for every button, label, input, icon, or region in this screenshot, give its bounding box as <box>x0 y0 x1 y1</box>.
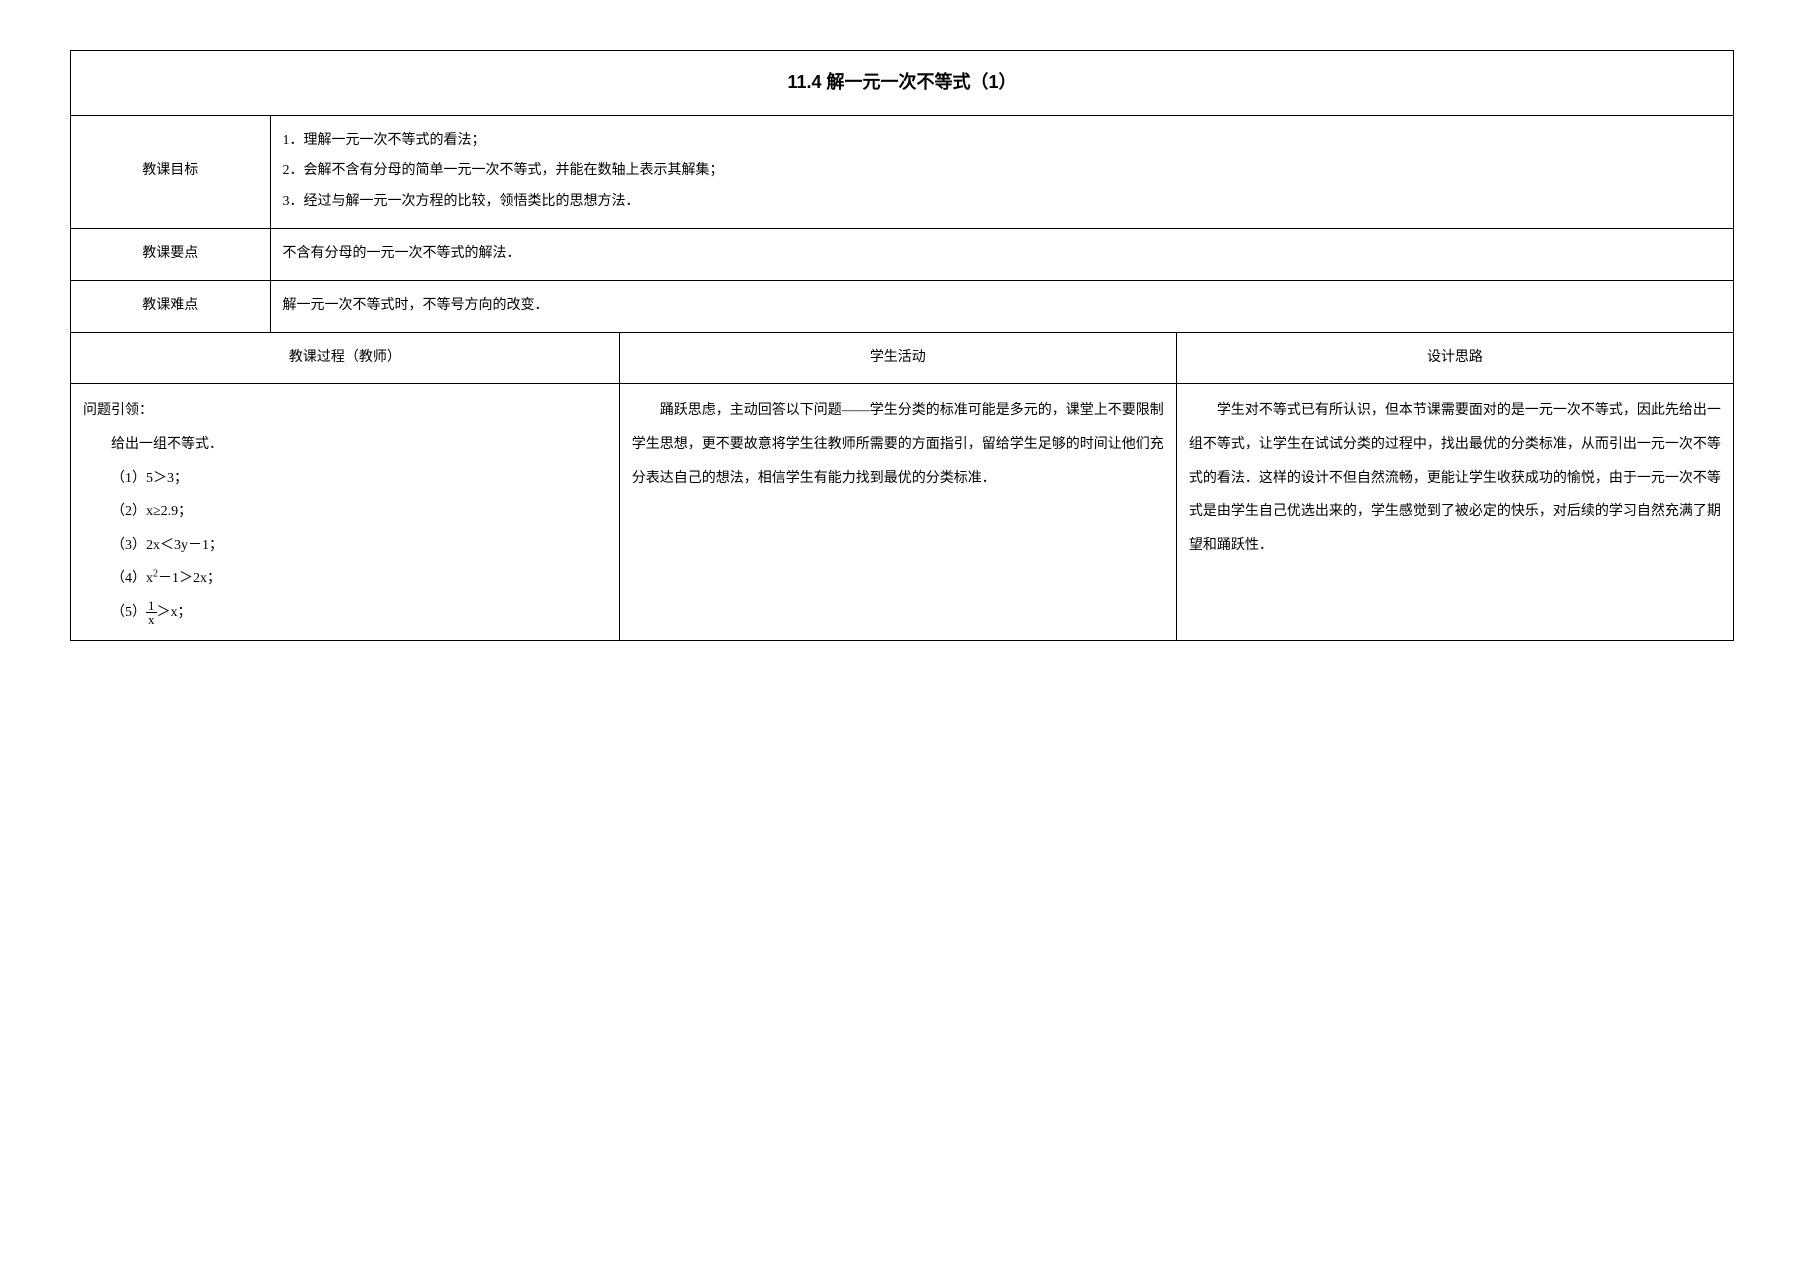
keypoint-content: 不含有分母的一元一次不等式的解法． <box>270 228 1733 280</box>
frac-den: x <box>146 613 157 626</box>
item4-suffix: －1＞2x； <box>158 571 221 586</box>
design-text: 学生对不等式已有所认识，但本节课需要面对的是一元一次不等式，因此先给出一组不等式… <box>1189 394 1721 562</box>
teacher-item-5: （5）1x＞x； <box>83 596 607 630</box>
goal-line-2: 2．会解不含有分母的简单一元一次不等式，并能在数轴上表示其解集； <box>283 156 1721 187</box>
item5-suffix: ＞x； <box>157 605 192 620</box>
student-text: 踊跃思虑，主动回答以下问题——学生分类的标准可能是多元的，课堂上不要限制学生思想… <box>632 394 1164 495</box>
design-cell: 学生对不等式已有所认识，但本节课需要面对的是一元一次不等式，因此先给出一组不等式… <box>1176 384 1733 640</box>
goal-label: 教课目标 <box>71 115 271 228</box>
goal-row: 教课目标 1．理解一元一次不等式的看法； 2．会解不含有分母的简单一元一次不等式… <box>71 115 1734 228</box>
fraction-icon: 1x <box>146 599 157 626</box>
teacher-cell: 问题引领： 给出一组不等式． （1）5＞3； （2）x≥2.9； （3）2x＜3… <box>71 384 620 640</box>
header-student: 学生活动 <box>619 332 1176 384</box>
goal-content: 1．理解一元一次不等式的看法； 2．会解不含有分母的简单一元一次不等式，并能在数… <box>270 115 1733 228</box>
teacher-item-4: （4）x2－1＞2x； <box>83 562 607 596</box>
item4-prefix: （4）x <box>111 571 153 586</box>
body-row: 问题引领： 给出一组不等式． （1）5＞3； （2）x≥2.9； （3）2x＜3… <box>71 384 1734 640</box>
column-header-row: 教课过程（教师） 学生活动 设计思路 <box>71 332 1734 384</box>
keypoint-row: 教课要点 不含有分母的一元一次不等式的解法． <box>71 228 1734 280</box>
difficulty-content: 解一元一次不等式时，不等号方向的改变． <box>270 280 1733 332</box>
difficulty-row: 教课难点 解一元一次不等式时，不等号方向的改变． <box>71 280 1734 332</box>
frac-num: 1 <box>146 599 157 613</box>
lesson-plan-table: 11.4 解一元一次不等式（1） 教课目标 1．理解一元一次不等式的看法； 2．… <box>70 50 1734 641</box>
header-teacher: 教课过程（教师） <box>71 332 620 384</box>
goal-line-1: 1．理解一元一次不等式的看法； <box>283 126 1721 157</box>
student-cell: 踊跃思虑，主动回答以下问题——学生分类的标准可能是多元的，课堂上不要限制学生思想… <box>619 384 1176 640</box>
keypoint-label: 教课要点 <box>71 228 271 280</box>
teacher-item-2: （2）x≥2.9； <box>83 495 607 529</box>
item5-prefix: （5） <box>111 605 146 620</box>
difficulty-label: 教课难点 <box>71 280 271 332</box>
title-row: 11.4 解一元一次不等式（1） <box>71 51 1734 116</box>
teacher-line-1: 问题引领： <box>83 394 607 428</box>
teacher-item-3: （3）2x＜3y－1； <box>83 529 607 563</box>
teacher-item-1: （1）5＞3； <box>83 462 607 496</box>
teacher-line-2: 给出一组不等式． <box>83 428 607 462</box>
header-design: 设计思路 <box>1176 332 1733 384</box>
lesson-title: 11.4 解一元一次不等式（1） <box>71 51 1734 116</box>
goal-line-3: 3．经过与解一元一次方程的比较，领悟类比的思想方法． <box>283 187 1721 218</box>
